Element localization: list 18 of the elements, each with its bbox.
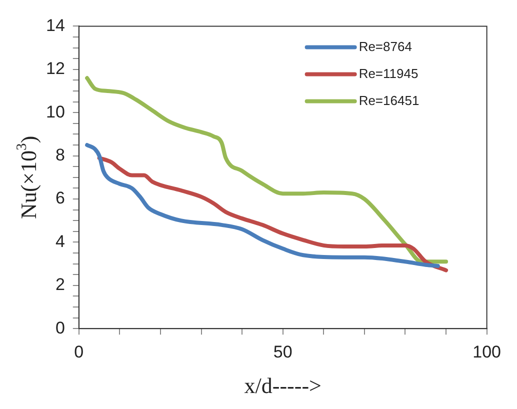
line-series	[97, 156, 448, 272]
x-axis-title: x/d----->	[244, 372, 322, 398]
y-tick-label: 10	[46, 102, 65, 122]
y-tick-label: 0	[55, 318, 65, 338]
legend-label: Re=8764	[358, 38, 412, 54]
y-tick-label: 12	[46, 59, 65, 78]
legend-label: Re=16451	[358, 92, 420, 108]
x-tick-label: 100	[472, 342, 502, 362]
y-tick-label: 4	[55, 232, 65, 251]
y-tick-label: 14	[46, 16, 65, 35]
line-series	[85, 143, 440, 268]
legend-label: Re=11945	[358, 66, 418, 81]
x-tick-label: 0	[74, 342, 84, 362]
x-tick-label: 50	[273, 342, 292, 362]
y-tick-label: 2	[55, 275, 65, 294]
y-tick-label: 6	[55, 188, 65, 208]
y-axis-title: Nu(×103)	[14, 136, 41, 219]
y-tick-label: 8	[55, 145, 65, 164]
